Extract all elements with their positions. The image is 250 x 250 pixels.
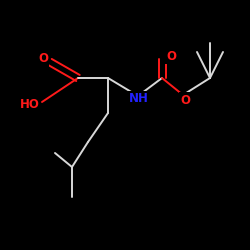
Text: O: O (180, 94, 190, 106)
Text: HO: HO (20, 98, 40, 110)
Text: O: O (166, 50, 176, 62)
Text: NH: NH (129, 92, 149, 106)
Text: O: O (38, 52, 48, 66)
